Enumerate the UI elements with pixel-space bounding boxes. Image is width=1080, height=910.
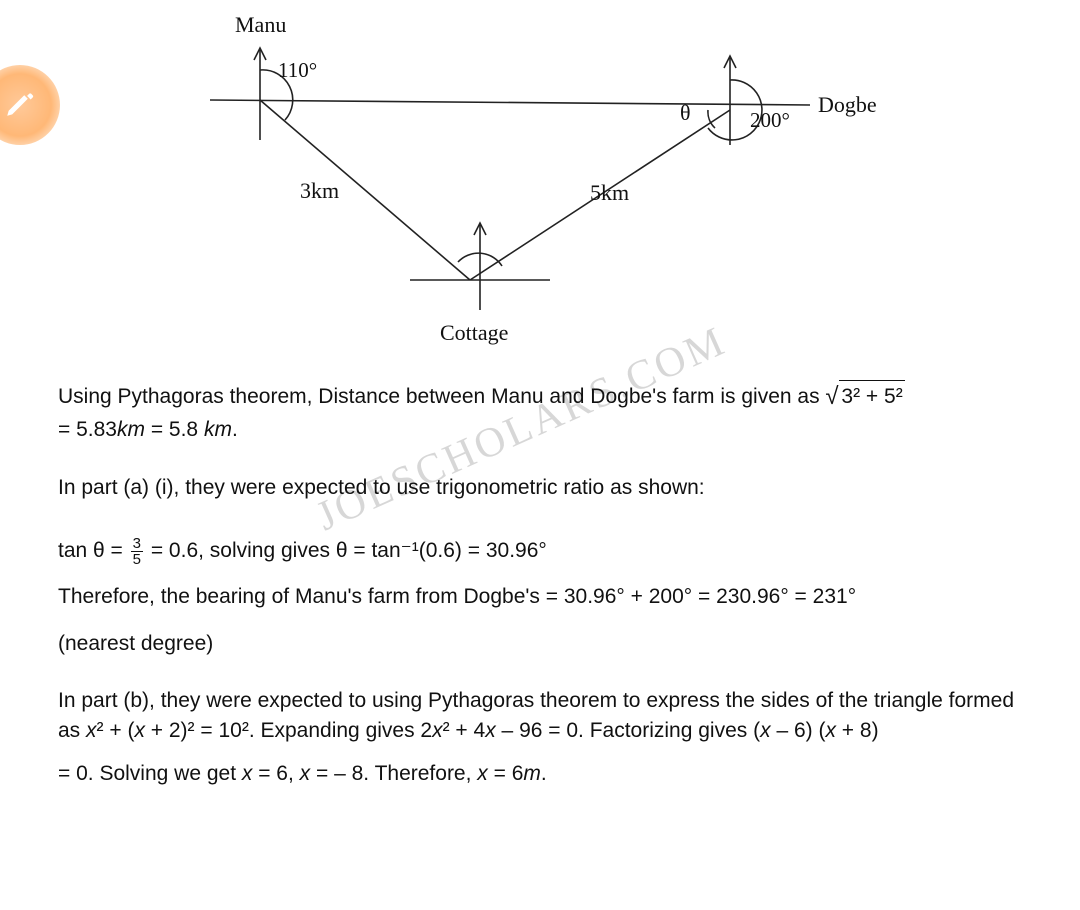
paragraph-solution: = 0. Solving we get x = 6, x = – 8. Ther… — [58, 759, 1040, 788]
bearing-diagram: Manu 110° Dogbe 200° θ 3km 5km Cottage — [190, 10, 870, 360]
label-angle-dogbe: 200° — [750, 108, 790, 133]
paragraph-tan: tan θ = 3 5 = 0.6, solving gives θ = tan… — [58, 535, 1040, 568]
label-5km: 5km — [590, 180, 629, 206]
text: . — [541, 762, 547, 785]
paragraph-nearest: (nearest degree) — [58, 628, 1040, 661]
var-x: x — [300, 762, 311, 785]
text: – 96 = 0. Factorizing gives ( — [496, 719, 760, 742]
var-x: x — [477, 762, 488, 785]
text: = – 8. Therefore, — [310, 762, 477, 785]
edit-badge[interactable] — [0, 65, 60, 145]
unit-m: m — [523, 762, 541, 785]
var-x: x — [242, 762, 253, 785]
text: tan θ = — [58, 539, 129, 562]
unit-km: km — [117, 418, 145, 441]
text: + 2)² = 10². Expanding gives 2 — [145, 719, 432, 742]
radicand: 3² + 5² — [839, 380, 904, 414]
paragraph-pythagoras: Using Pythagoras theorem, Distance betwe… — [58, 380, 1040, 446]
text: – 6) ( — [771, 719, 826, 742]
paragraph-part-b: In part (b), they were expected to using… — [58, 686, 1040, 745]
label-manu: Manu — [235, 12, 286, 38]
var-x: x — [86, 719, 97, 742]
text: = 6, — [252, 762, 299, 785]
sqrt-expression: 3² + 5² — [825, 380, 904, 414]
denominator: 5 — [131, 552, 143, 567]
text: . — [232, 418, 238, 441]
label-cottage: Cottage — [440, 320, 508, 346]
label-dogbe: Dogbe — [818, 92, 877, 118]
fraction-3-5: 3 5 — [131, 536, 143, 567]
solution-text: Using Pythagoras theorem, Distance betwe… — [58, 380, 1040, 802]
paragraph-part-a: In part (a) (i), they were expected to u… — [58, 472, 1040, 505]
var-x: x — [134, 719, 145, 742]
text: = 0. Solving we get — [58, 762, 242, 785]
text: ² + 4 — [443, 719, 486, 742]
text: = 6 — [488, 762, 524, 785]
pencil-icon — [3, 86, 37, 125]
label-theta: θ — [680, 100, 691, 126]
var-x: x — [760, 719, 771, 742]
text: Using Pythagoras theorem, Distance betwe… — [58, 385, 825, 408]
numerator: 3 — [131, 536, 143, 552]
label-angle-manu: 110° — [278, 58, 317, 83]
text: + 8) — [836, 719, 879, 742]
text: = 5.8 — [145, 418, 204, 441]
var-x: x — [825, 719, 836, 742]
paragraph-bearing: Therefore, the bearing of Manu's farm fr… — [58, 581, 1040, 614]
label-3km: 3km — [300, 178, 339, 204]
unit-km: km — [204, 418, 232, 441]
var-x: x — [485, 719, 496, 742]
var-x: x — [432, 719, 443, 742]
text: = 5.83 — [58, 418, 117, 441]
text: = 0.6, solving gives θ = tan⁻¹(0.6) = 30… — [151, 539, 547, 562]
text: ² + ( — [97, 719, 135, 742]
